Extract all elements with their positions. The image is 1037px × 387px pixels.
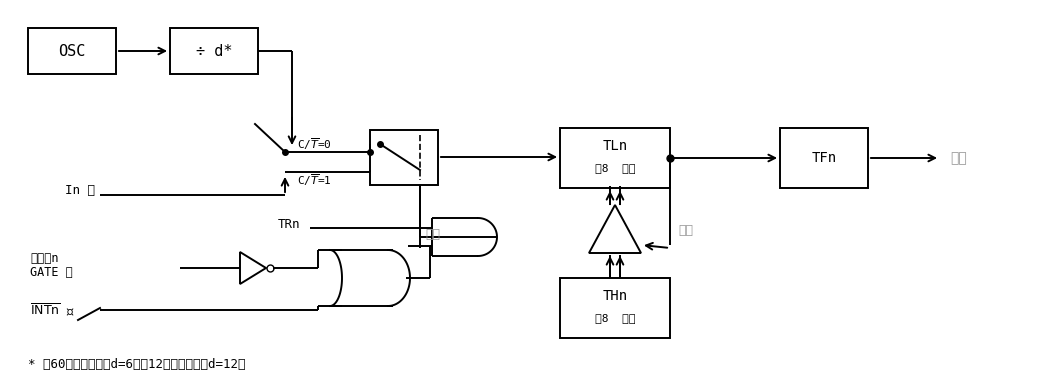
Text: ÷ d*: ÷ d* [196,43,232,58]
Bar [560,128,670,188]
Text: （8  位）: （8 位） [595,163,636,173]
Text: OSC: OSC [58,43,86,58]
Text: C/$\overline{T}$=0: C/$\overline{T}$=0 [297,136,332,152]
Text: TLn: TLn [602,139,627,153]
Text: （8  位）: （8 位） [595,313,636,323]
Text: 控制: 控制 [425,228,440,241]
Text: THn: THn [602,289,627,303]
Text: * 在60时钟模式下，d=6；在12时钟模式下，d=12。: * 在60时钟模式下，d=6；在12时钟模式下，d=12。 [28,358,246,372]
Bar [170,28,258,74]
Text: TRn: TRn [278,219,301,231]
Text: TFn: TFn [811,151,837,165]
Text: 中断: 中断 [950,151,966,165]
Text: 重装: 重装 [678,224,693,238]
Text: GATE 位: GATE 位 [30,265,73,279]
Text: In 脚: In 脚 [65,183,95,197]
Text: $\overline{\mathrm{INTn}}$ 脚: $\overline{\mathrm{INTn}}$ 脚 [30,302,75,318]
Bar [560,278,670,338]
Bar [370,130,438,185]
Bar [28,28,116,74]
Bar [780,128,868,188]
Text: 定时器n: 定时器n [30,252,58,264]
Text: C/$\overline{T}$=1: C/$\overline{T}$=1 [297,172,332,188]
